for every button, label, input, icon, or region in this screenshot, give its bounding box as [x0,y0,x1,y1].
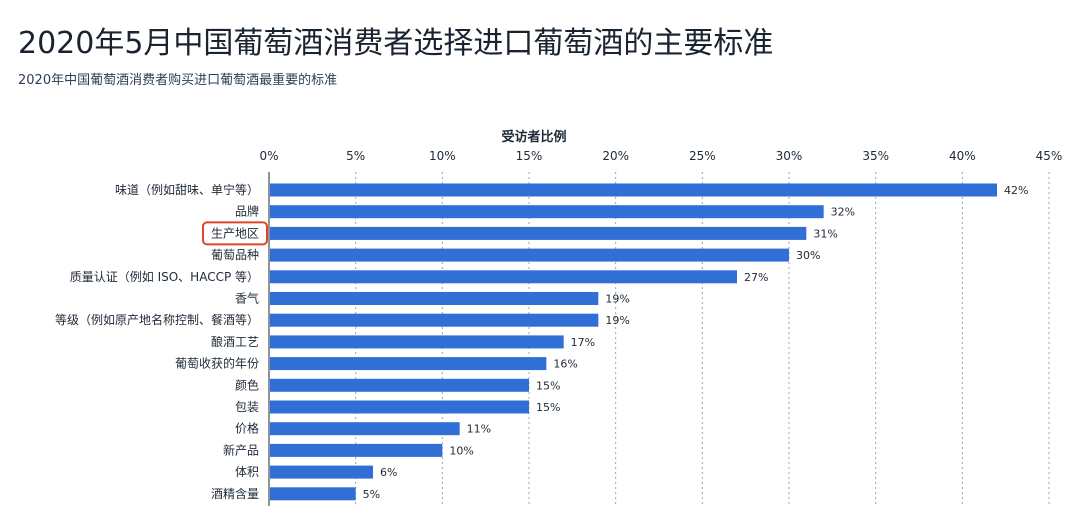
x-tick-label: 45% [1036,149,1063,163]
x-tick-labels: 0% 5% 10% 15% 20% 25% 30% 35% 40% 45% [259,149,1062,163]
category-label: 香气 [235,291,259,306]
x-tick-label: 30% [776,149,803,163]
bar [270,313,599,327]
bars [270,183,997,501]
x-tick-label: 40% [949,149,976,163]
data-label: 30% [796,249,820,262]
bar [270,292,599,305]
data-label: 16% [553,358,577,371]
category-label: 生产地区 [211,226,259,240]
bar [270,270,737,284]
bar [270,248,789,262]
data-label: 31% [813,227,837,240]
category-label: 葡萄收获的年份 [175,356,259,371]
highlight-box-rect [201,221,268,246]
data-label: 19% [605,293,629,306]
data-label: 42% [1004,184,1028,197]
data-label: 6% [380,466,397,479]
chart-subtitle: 2020年中国葡萄酒消费者购买进口葡萄酒最重要的标准 [18,73,338,88]
category-label: 味道（例如甜味、单宁等） [115,182,259,197]
bar [270,422,460,436]
highlight-box [201,221,268,246]
data-labels: 42% 32% 31% 30% 27% 19% 19% 17% 16% 15% 15% 11% 10% 6… [363,184,1029,501]
category-label: 酒精含量 [211,486,259,501]
data-label: 19% [605,314,629,327]
data-label: 10% [449,444,473,457]
bar [270,443,443,457]
bar [270,465,373,479]
bar [270,378,529,392]
category-label: 酿酒工艺 [211,334,259,349]
category-label: 质量认证（例如 ISO、HACCP 等） [70,269,259,284]
bar [270,487,356,501]
x-tick-label: 10% [429,149,456,163]
data-label: 15% [536,379,560,392]
bar [270,335,564,349]
data-label: 32% [831,206,855,219]
category-label: 葡萄品种 [211,248,259,262]
chart-title: 2020年5月中国葡萄酒消费者选择进口葡萄酒的主要标准 [18,26,774,61]
data-label: 17% [571,336,595,349]
bar [270,400,529,414]
x-tick-label: 20% [602,149,629,163]
category-label: 包装 [235,400,259,414]
bar [270,205,824,219]
x-tick-label: 35% [862,149,889,163]
bar [270,183,997,197]
data-label: 15% [536,401,560,414]
bar [270,226,807,240]
category-label: 等级（例如原产地名称控制、餐酒等） [55,312,259,327]
category-label: 新产品 [223,442,259,457]
x-tick-label: 5% [346,149,365,163]
data-label: 5% [363,488,380,501]
data-label: 11% [467,423,491,436]
category-label: 品牌 [235,205,259,219]
data-label: 27% [744,271,768,284]
bar [270,357,547,371]
x-axis-label: 受访者比例 [501,129,566,145]
category-label: 颜色 [235,377,259,392]
category-label: 价格 [235,421,259,436]
x-tick-label: 0% [259,149,278,163]
category-label: 体积 [235,465,259,479]
x-tick-label: 15% [516,149,543,163]
x-tick-label: 25% [689,149,716,163]
